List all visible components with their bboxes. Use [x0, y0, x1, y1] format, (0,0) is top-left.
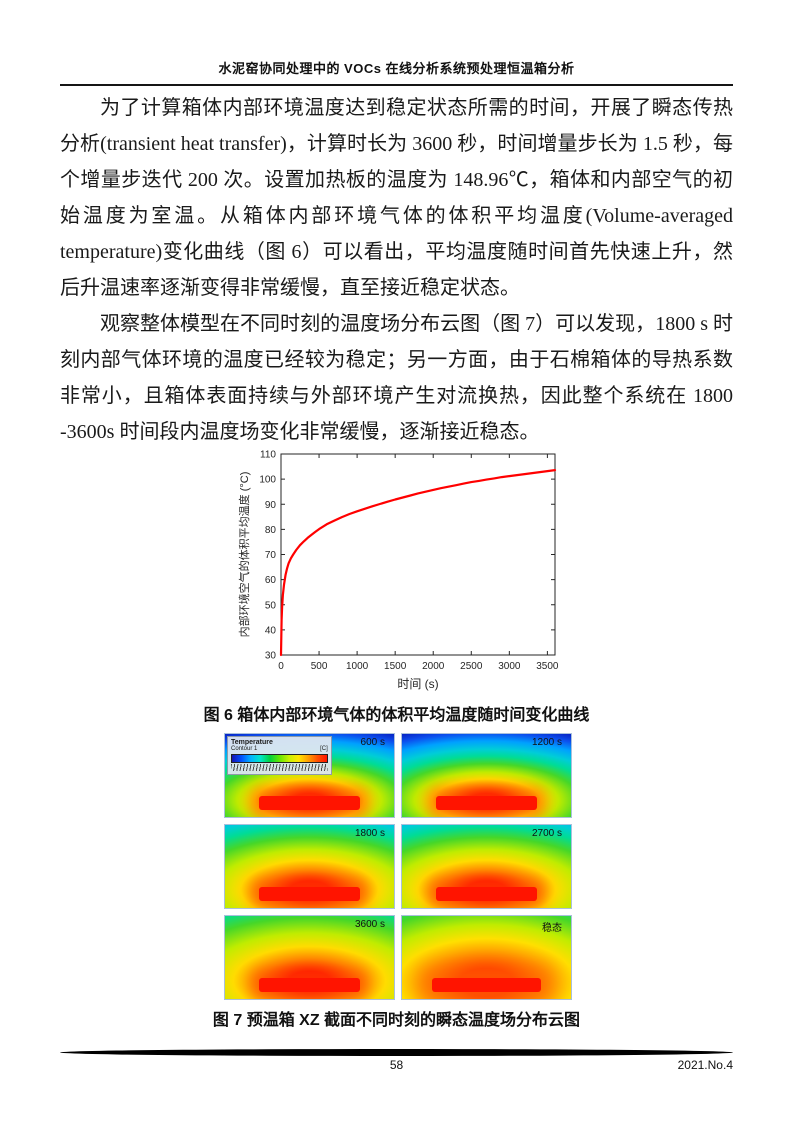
svg-text:3500: 3500: [536, 661, 559, 672]
issue-label: 2021.No.4: [677, 1058, 733, 1072]
svg-text:3000: 3000: [498, 661, 521, 672]
svg-text:50: 50: [265, 600, 277, 611]
contour-panel-1800s: 1800 s: [224, 824, 395, 909]
svg-text:500: 500: [311, 661, 328, 672]
footer-rule: [60, 1049, 733, 1056]
svg-text:40: 40: [265, 625, 277, 636]
svg-text:2500: 2500: [460, 661, 483, 672]
svg-text:70: 70: [265, 550, 277, 561]
heater-plate: [435, 796, 538, 810]
svg-text:110: 110: [260, 450, 276, 461]
svg-text:30: 30: [265, 651, 277, 662]
footer: 58 2021.No.4: [60, 1058, 733, 1076]
contour-legend: Temperature Contour 1 [C]: [227, 736, 332, 775]
svg-text:0: 0: [278, 661, 284, 672]
colorbar-tick-labels: [231, 764, 328, 771]
page-number: 58: [389, 1058, 404, 1072]
heater-plate: [258, 887, 361, 901]
svg-text:2000: 2000: [422, 661, 445, 672]
svg-text:80: 80: [265, 525, 277, 536]
figure6-line-chart: 0 500 1000 1500 2000 2500 3000 3500 30 40 50 60 70 80…: [237, 450, 559, 692]
heater-plate: [258, 978, 361, 992]
figure7-caption: 图 7 预温箱 XZ 截面不同时刻的瞬态温度场分布云图: [212, 1012, 581, 1029]
svg-text:时间 (s): 时间 (s): [397, 677, 438, 691]
contour-panel-1200s: 1200 s: [401, 733, 572, 818]
body-text: 为了计算箱体内部环境温度达到稳定状态所需的时间，开展了瞬态传热分析(transi…: [60, 90, 733, 450]
colorbar-gradient: [231, 754, 328, 763]
time-label: 600 s: [360, 737, 385, 748]
contour-panel-600s: Temperature Contour 1 [C] 600 s: [224, 733, 395, 818]
svg-text:60: 60: [265, 575, 277, 586]
paragraph-transient-analysis: 为了计算箱体内部环境温度达到稳定状态所需的时间，开展了瞬态传热分析(transi…: [60, 97, 733, 299]
time-label: 2700 s: [531, 828, 562, 839]
svg-text:90: 90: [265, 500, 277, 511]
heater-plate: [435, 887, 538, 901]
heater-plate: [432, 978, 541, 992]
legend-subtitle: Contour 1: [231, 746, 258, 752]
time-label: 1200 s: [531, 737, 562, 748]
contour-panel-steady-state: 稳态: [401, 915, 572, 1000]
heater-plate: [258, 796, 361, 810]
svg-text:1000: 1000: [346, 661, 369, 672]
figure6-temperature-curve: 0 500 1000 1500 2000 2500 3000 3500 30 40 50 60 70 80…: [237, 446, 562, 698]
time-label: 稳态: [542, 923, 562, 934]
svg-text:内部环境空气的体积平均温度 (°C): 内部环境空气的体积平均温度 (°C): [237, 472, 251, 638]
time-label: 1800 s: [354, 828, 385, 839]
legend-title: Temperature: [231, 739, 273, 746]
figure7-contour-grid: Temperature Contour 1 [C] 600 s 1200 s 1…: [224, 733, 572, 1000]
contour-panel-2700s: 2700 s: [401, 824, 572, 909]
running-head-title: 水泥窑协同处理中的 VOCs 在线分析系统预处理恒温箱分析: [218, 61, 575, 76]
figure6-caption: 图 6 箱体内部环境气体的体积平均温度随时间变化曲线: [203, 707, 590, 724]
time-label: 3600 s: [354, 919, 385, 930]
contour-panel-3600s: 3600 s: [224, 915, 395, 1000]
svg-text:1500: 1500: [384, 661, 407, 672]
paragraph-contour-discussion: 观察整体模型在不同时刻的温度场分布云图（图 7）可以发现，1800 s 时刻内部…: [60, 313, 733, 443]
legend-unit: [C]: [320, 746, 328, 752]
header-rule: [60, 84, 733, 86]
svg-text:100: 100: [259, 475, 276, 486]
